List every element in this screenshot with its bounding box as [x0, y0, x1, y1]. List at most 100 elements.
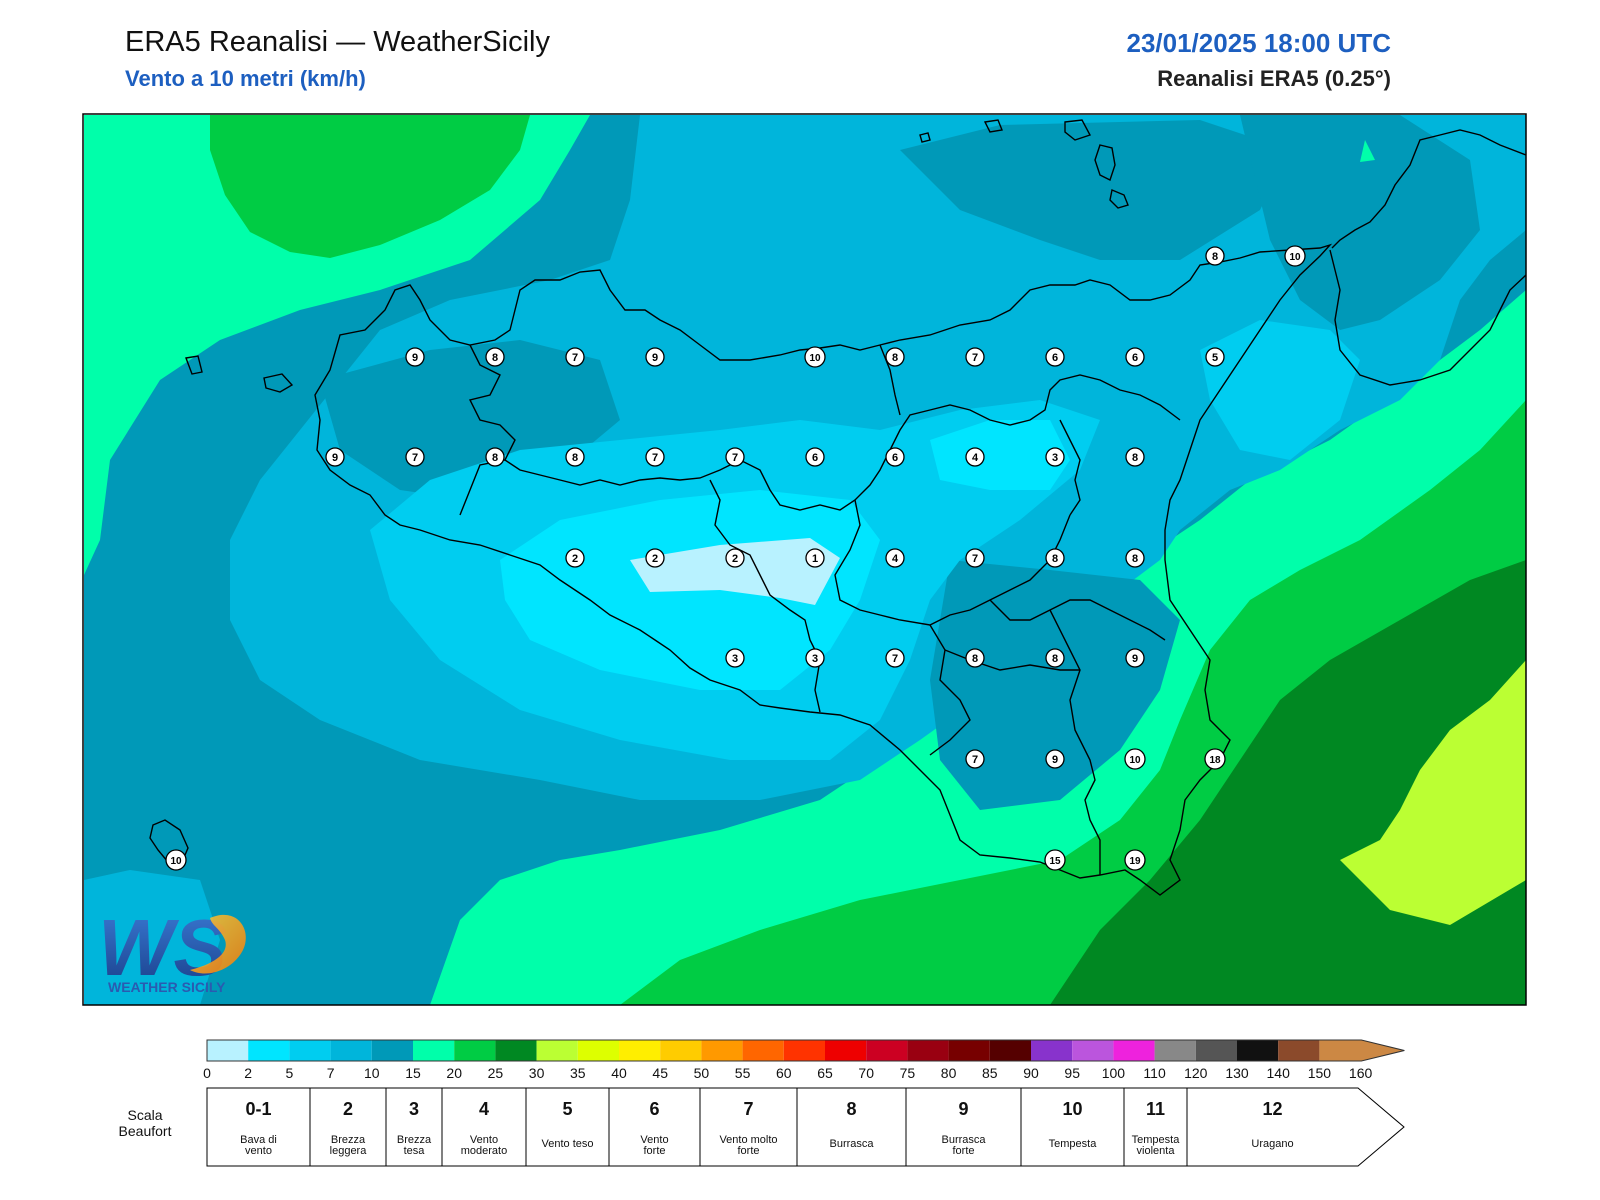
colorbar-tick-label: 10	[364, 1065, 380, 1081]
station-marker: 6	[1045, 347, 1065, 367]
beaufort-description: Tempesta	[1049, 1138, 1098, 1150]
colorbar-swatch	[1319, 1040, 1405, 1061]
colorbar-tick-label: 95	[1064, 1065, 1080, 1081]
colorbar-tick-label: 120	[1184, 1065, 1208, 1081]
beaufort-number: 4	[479, 1099, 489, 1119]
station-value: 10	[1289, 252, 1301, 263]
colorbar-tick-label: 30	[529, 1065, 545, 1081]
station-marker: 8	[1045, 548, 1065, 568]
station-marker: 8	[1125, 447, 1145, 467]
map-source: Reanalisi ERA5 (0.25°)	[1157, 66, 1391, 91]
colorbar-swatch	[701, 1040, 743, 1061]
beaufort-cell: 4 Vento moderato	[441, 1087, 527, 1167]
colorbar-swatch	[289, 1040, 331, 1061]
station-marker: 10	[165, 849, 187, 871]
station-value: 3	[732, 653, 738, 665]
station-marker: 9	[1125, 648, 1145, 668]
station-value: 7	[892, 653, 898, 665]
colorbar-tick-label: 55	[735, 1065, 751, 1081]
station-marker: 15	[1044, 849, 1066, 871]
colorbar-swatch	[783, 1040, 825, 1061]
colorbar	[206, 1039, 1405, 1062]
beaufort-description: Bava di vento	[240, 1134, 277, 1157]
colorbar-tick-label: 160	[1349, 1065, 1373, 1081]
colorbar-tick-label: 70	[858, 1065, 874, 1081]
beaufort-number: 2	[343, 1099, 353, 1119]
station-value: 8	[1212, 251, 1218, 263]
colorbar-tick-label: 45	[652, 1065, 668, 1081]
station-marker: 7	[965, 347, 985, 367]
colorbar-tick-label: 5	[286, 1065, 294, 1081]
station-marker: 18	[1204, 748, 1226, 770]
colorbar-tick-label: 25	[488, 1065, 504, 1081]
station-marker: 6	[1125, 347, 1145, 367]
station-markers: 9 8 7 9 10 8 7 6 6 5 9 7 8 8 7 7 6 6 4 3 8 2 2 2 1 4 7 8 8 3 3 7 8 8 9 7 9 10…	[165, 245, 1306, 871]
station-value: 18	[1209, 755, 1221, 766]
station-marker: 9	[325, 447, 345, 467]
station-marker: 9	[645, 347, 665, 367]
station-value: 8	[1132, 452, 1138, 464]
station-marker: 10	[1124, 748, 1146, 770]
station-marker: 8	[565, 447, 585, 467]
beaufort-number: 7	[743, 1099, 753, 1119]
colorbar-swatch	[1237, 1040, 1279, 1061]
station-value: 9	[332, 452, 338, 464]
station-value: 9	[412, 352, 418, 364]
station-marker: 8	[485, 447, 505, 467]
beaufort-description: Vento molto forte	[719, 1134, 777, 1157]
beaufort-cell: 6 Vento forte	[608, 1087, 701, 1167]
colorbar-tick-label: 130	[1225, 1065, 1249, 1081]
station-value: 8	[1052, 553, 1058, 565]
colorbar-swatch	[1113, 1040, 1155, 1061]
beaufort-description: Burrasca	[829, 1138, 874, 1150]
logo-text: WEATHER SICILY	[108, 979, 226, 995]
station-marker: 2	[565, 548, 585, 568]
colorbar-swatch	[495, 1040, 537, 1061]
beaufort-cell: 7 Vento molto forte	[699, 1087, 798, 1167]
colorbar-tick-label: 150	[1308, 1065, 1332, 1081]
beaufort-cell: 2 Brezza leggera	[309, 1087, 387, 1167]
map-datetime: 23/01/2025 18:00 UTC	[1126, 28, 1391, 58]
station-value: 5	[1212, 352, 1218, 364]
beaufort-description: Uragano	[1251, 1138, 1293, 1150]
station-marker: 8	[965, 648, 985, 668]
station-value: 10	[170, 856, 182, 867]
station-marker: 9	[1045, 749, 1065, 769]
station-value: 7	[652, 452, 658, 464]
beaufort-description: Vento moderato	[461, 1134, 507, 1157]
colorbar-swatch	[413, 1040, 455, 1061]
station-value: 8	[972, 653, 978, 665]
beaufort-cell: 5 Vento teso	[525, 1087, 610, 1167]
station-marker: 7	[965, 749, 985, 769]
beaufort-description: Tempesta violenta	[1132, 1134, 1181, 1157]
colorbar-swatch	[825, 1040, 867, 1061]
station-marker: 8	[485, 347, 505, 367]
station-value: 2	[732, 553, 738, 565]
station-value: 7	[412, 452, 418, 464]
beaufort-label-line2: Beaufort	[119, 1123, 172, 1139]
beaufort-description: Vento teso	[542, 1138, 594, 1150]
station-value: 9	[1132, 653, 1138, 665]
colorbar-tick-label: 90	[1023, 1065, 1039, 1081]
colorbar-swatch	[207, 1040, 249, 1061]
station-marker: 8	[1125, 548, 1145, 568]
beaufort-number: 8	[846, 1099, 856, 1119]
logo-letter-w: WS	[98, 903, 227, 992]
station-value: 6	[892, 452, 898, 464]
colorbar-swatch	[1072, 1040, 1114, 1061]
station-value: 15	[1049, 856, 1061, 867]
colorbar-tick-label: 110	[1143, 1065, 1166, 1081]
colorbar-tick-label: 35	[570, 1065, 586, 1081]
station-marker: 2	[725, 548, 745, 568]
colorbar-swatch	[1195, 1040, 1237, 1061]
beaufort-description: Vento forte	[640, 1134, 668, 1157]
colorbar-swatch	[371, 1040, 413, 1061]
colorbar-tick-label: 140	[1267, 1065, 1291, 1081]
station-value: 3	[1052, 452, 1058, 464]
station-value: 19	[1129, 856, 1141, 867]
colorbar-tick-label: 0	[203, 1065, 211, 1081]
station-value: 8	[492, 352, 498, 364]
station-marker: 19	[1124, 849, 1146, 871]
colorbar-swatch	[577, 1040, 619, 1061]
